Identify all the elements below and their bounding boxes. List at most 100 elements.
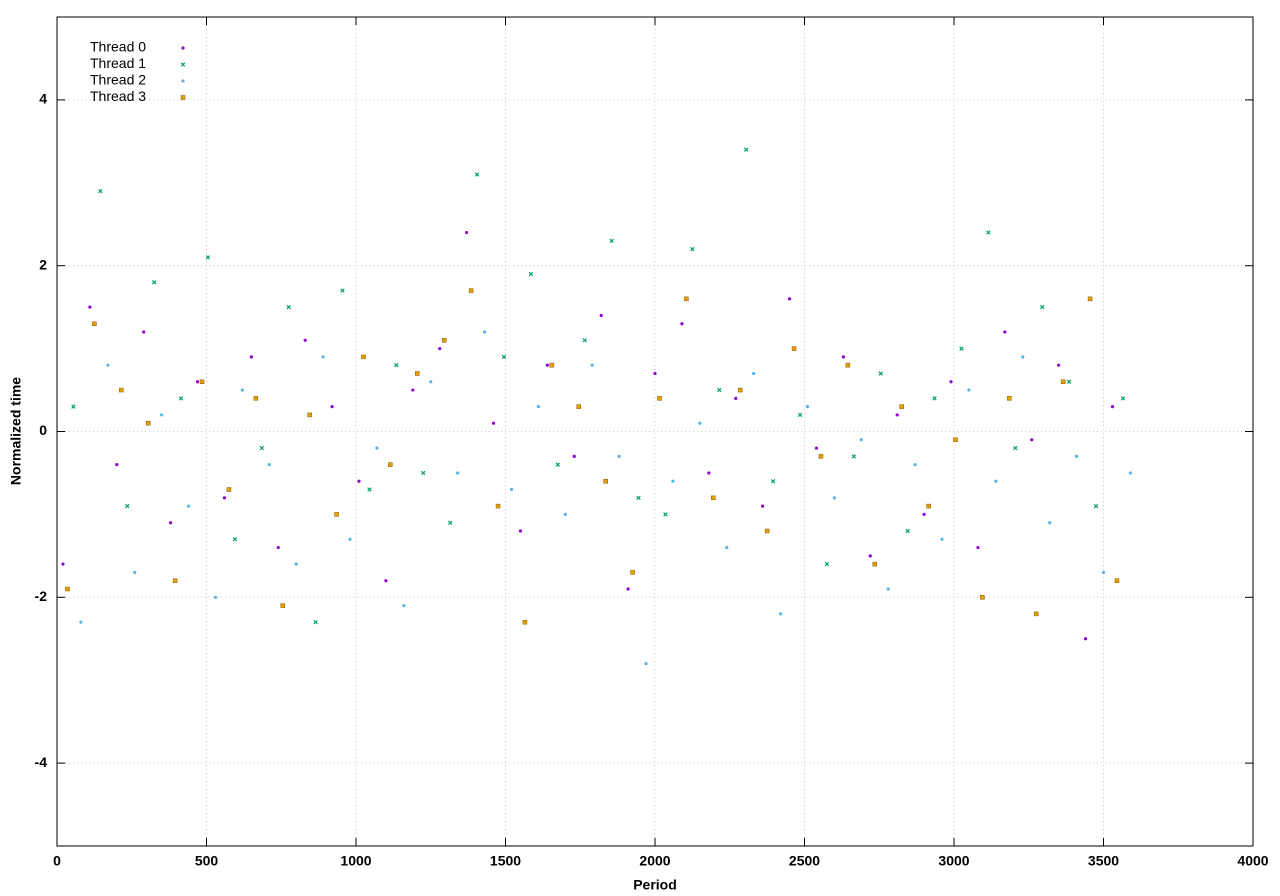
point: [851, 454, 857, 459]
point: [878, 371, 883, 376]
point: [1083, 637, 1088, 641]
point: [657, 396, 662, 401]
legend-marker: [181, 46, 185, 50]
point: [599, 313, 603, 318]
point: [115, 463, 119, 467]
point: [133, 570, 137, 575]
point: [582, 338, 587, 343]
point: [536, 405, 540, 409]
point: [841, 355, 845, 359]
point: [1048, 521, 1052, 525]
point: [447, 520, 453, 525]
point: [555, 462, 561, 467]
point: [303, 338, 307, 342]
point: [563, 512, 567, 517]
point: [791, 346, 797, 351]
point: [394, 362, 399, 368]
x-tick-label: 500: [195, 853, 219, 869]
point: [905, 528, 910, 534]
point: [249, 355, 253, 359]
point: [986, 230, 991, 235]
point: [1030, 438, 1034, 442]
point: [415, 371, 420, 376]
point: [259, 445, 265, 451]
point: [384, 579, 388, 583]
point: [576, 404, 582, 409]
point: [361, 354, 366, 360]
point: [474, 172, 480, 177]
point: [976, 545, 980, 550]
point: [65, 586, 70, 592]
point: [617, 454, 621, 458]
point: [636, 495, 641, 501]
x-tick-label: 2000: [639, 853, 670, 869]
point: [348, 537, 352, 541]
point: [522, 619, 528, 625]
point: [321, 355, 325, 359]
point: [119, 387, 124, 393]
legend-marker: [181, 79, 185, 83]
point: [267, 463, 271, 467]
point: [456, 471, 460, 475]
point: [805, 405, 810, 409]
point: [482, 330, 487, 334]
point: [1093, 503, 1099, 509]
point: [441, 338, 447, 343]
point: [824, 561, 830, 567]
point: [402, 603, 406, 608]
point: [79, 620, 83, 624]
point: [367, 487, 372, 492]
point: [603, 478, 608, 484]
point: [1003, 330, 1007, 334]
point: [698, 421, 702, 425]
point: [994, 479, 998, 483]
point: [1013, 445, 1018, 451]
point: [926, 503, 931, 509]
point: [980, 595, 985, 600]
point: [717, 387, 722, 393]
point: [375, 446, 379, 450]
point: [967, 388, 971, 392]
point: [1087, 296, 1093, 302]
point: [429, 380, 433, 384]
point: [787, 297, 792, 301]
point: [1060, 379, 1066, 385]
point: [770, 479, 776, 484]
point: [330, 405, 334, 409]
point: [307, 412, 312, 418]
point: [213, 595, 218, 599]
point: [491, 421, 496, 425]
point: [465, 230, 469, 235]
point: [88, 305, 92, 309]
point: [764, 528, 770, 534]
point: [845, 362, 851, 368]
point: [940, 537, 944, 541]
point: [240, 388, 244, 392]
point: [71, 404, 76, 409]
point: [125, 503, 130, 509]
point: [1110, 405, 1115, 409]
y-tick-label: 2: [39, 256, 47, 272]
point: [684, 296, 689, 302]
point: [671, 479, 675, 483]
point: [92, 321, 97, 326]
point: [61, 562, 65, 566]
point: [186, 504, 191, 508]
point: [313, 619, 318, 625]
point: [205, 255, 211, 260]
point: [1120, 396, 1126, 401]
point: [1101, 570, 1106, 575]
point: [868, 554, 872, 558]
legend-label: Thread 1: [90, 55, 146, 71]
y-tick-label: -2: [35, 588, 48, 604]
point: [1128, 471, 1133, 475]
point: [178, 396, 184, 401]
point: [609, 238, 614, 244]
point: [222, 496, 227, 500]
point: [743, 147, 749, 152]
point: [913, 463, 917, 467]
point: [680, 322, 684, 326]
point: [752, 371, 756, 376]
point: [1039, 304, 1045, 310]
point: [142, 330, 146, 334]
